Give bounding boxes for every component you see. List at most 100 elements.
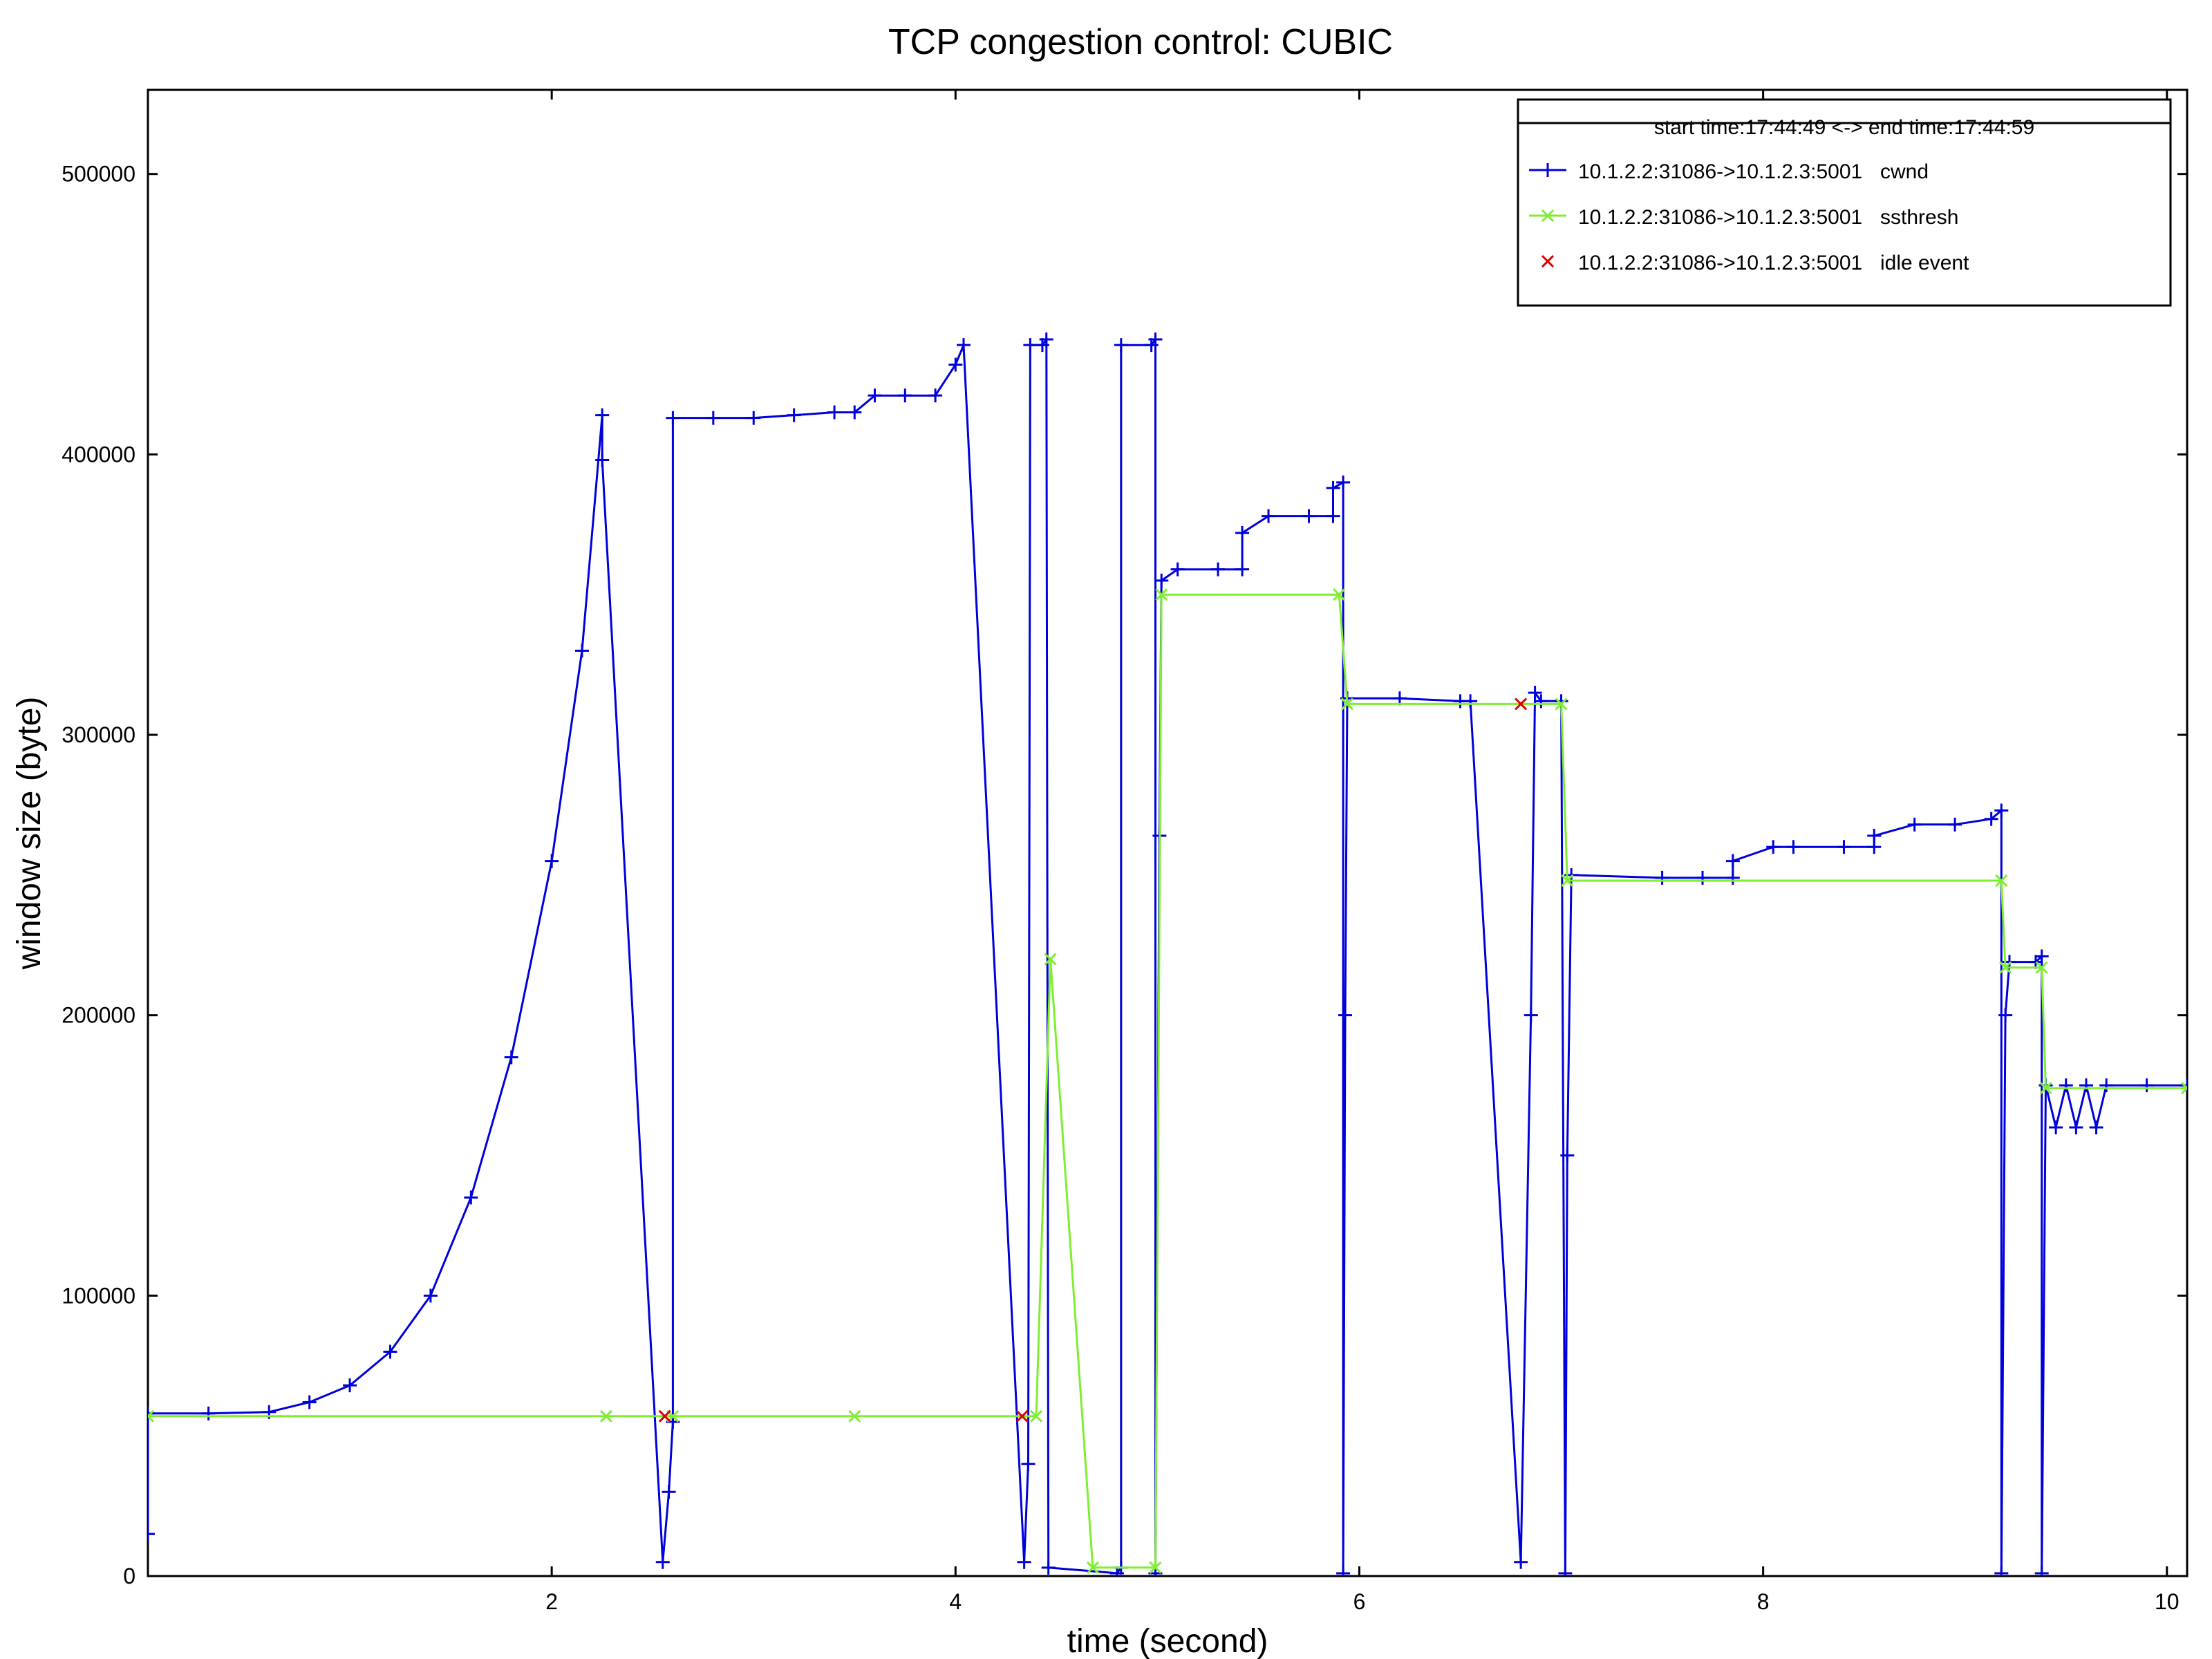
point-cwnd (1148, 332, 1163, 347)
point-cwnd (574, 644, 589, 658)
y-tick-label: 300000 (62, 722, 135, 747)
point-cwnd (1998, 1008, 2013, 1022)
legend-entry-idle-event: 10.1.2.2:31086->10.1.2.3:5001 idle event (1541, 252, 1969, 274)
point-cwnd (343, 1378, 357, 1393)
legend-label-ssthresh: ssthresh (1880, 206, 1958, 229)
x-tick-label: 4 (949, 1589, 962, 1614)
point-ssthresh (2039, 1082, 2052, 1095)
point-cwnd (2059, 1078, 2073, 1093)
point-cwnd (827, 405, 842, 420)
legend-entries: 10.1.2.2:31086->10.1.2.3:5001 cwnd 10.1.… (1529, 160, 1969, 274)
point-ssthresh (848, 1409, 861, 1423)
point-cwnd (1235, 562, 1250, 577)
point-ssthresh (1340, 697, 1354, 711)
point-cwnd (1302, 509, 1316, 523)
point-cwnd (948, 357, 963, 372)
point-cwnd (1786, 840, 1801, 854)
point-cwnd (1994, 1566, 2009, 1576)
point-cwnd (1696, 870, 1710, 885)
point-cwnd (2049, 1120, 2063, 1134)
legend-entry-ssthresh: 10.1.2.2:31086->10.1.2.3:5001 ssthresh (1529, 206, 1958, 229)
point-cwnd (148, 1406, 155, 1421)
point-cwnd (1211, 562, 1226, 577)
x-marker-icon (1541, 254, 1555, 268)
legend-box (1517, 98, 2172, 307)
point-cwnd (545, 854, 559, 868)
x-axis: 2 4 6 8 10 (545, 90, 2180, 1614)
point-cwnd (1326, 481, 1340, 496)
y-tick-label: 100000 (62, 1283, 135, 1308)
point-cwnd (655, 1555, 670, 1569)
point-cwnd (1235, 525, 1250, 540)
point-cwnd (1021, 1456, 1035, 1471)
point-ssthresh (1333, 588, 1346, 601)
point-cwnd (1154, 573, 1169, 588)
plot-frame (147, 88, 2188, 1577)
point-cwnd (787, 408, 801, 422)
point-ssthresh (1555, 697, 1568, 711)
legend-label-idle-event: idle event (1880, 252, 1969, 274)
y-tick-label: 400000 (62, 442, 135, 467)
point-cwnd (847, 405, 862, 420)
point-ssthresh (1999, 961, 2012, 974)
point-ssthresh (1044, 953, 1057, 966)
point-cwnd (423, 1288, 438, 1303)
chart-title: TCP congestion control: CUBIC (888, 22, 1393, 62)
point-ssthresh (1995, 874, 2008, 888)
x-tick-label: 10 (2155, 1589, 2180, 1614)
point-cwnd (666, 411, 680, 425)
plus-marker-icon (1541, 163, 1555, 177)
point-cwnd (595, 408, 610, 422)
legend: start time:17:44:49 <-> end time:17:44:5… (1517, 98, 2172, 307)
point-cwnd (2089, 1120, 2103, 1134)
y-tick-label: 500000 (62, 162, 135, 187)
point-ssthresh (1030, 1409, 1043, 1423)
point-cwnd (1039, 332, 1053, 347)
plot-series (148, 332, 2187, 1576)
point-cwnd (868, 388, 882, 403)
legend-header: start time:17:44:49 <-> end time:17:44:5… (1654, 116, 2034, 139)
point-cwnd (1984, 812, 1998, 826)
point-ssthresh (1086, 1561, 1099, 1574)
legend-flow-ssthresh: 10.1.2.2:31086->10.1.2.3:5001 (1578, 206, 1862, 229)
point-cwnd (1528, 686, 1542, 700)
point-cwnd (1170, 562, 1185, 577)
x-tick-label: 2 (545, 1589, 558, 1614)
point-idle-event (658, 1409, 671, 1423)
point-cwnd (1338, 1008, 1353, 1022)
point-cwnd (1514, 1555, 1528, 1569)
legend-flow-cwnd: 10.1.2.2:31086->10.1.2.3:5001 (1578, 160, 1862, 183)
point-cwnd (464, 1190, 478, 1205)
point-ssthresh (1155, 588, 1168, 601)
point-cwnd (504, 1050, 518, 1065)
point-cwnd (928, 388, 943, 403)
point-cwnd (383, 1344, 397, 1359)
line-ssthresh (148, 593, 2187, 1569)
point-cwnd (1907, 817, 1922, 832)
y-tick-label: 200000 (62, 1003, 135, 1028)
point-cwnd (662, 1485, 676, 1499)
point-cwnd (957, 338, 971, 353)
point-cwnd (148, 1527, 155, 1541)
point-cwnd (1867, 829, 1882, 843)
point-ssthresh (2035, 961, 2048, 974)
point-cwnd (1560, 1148, 1575, 1163)
point-cwnd (747, 411, 761, 425)
point-cwnd (2034, 1566, 2049, 1576)
point-cwnd (1114, 338, 1128, 353)
y-tick-label: 0 (123, 1564, 135, 1588)
y-axis: 0 100000 200000 300000 400000 500000 (62, 162, 2187, 1588)
point-cwnd (1326, 509, 1340, 523)
point-cwnd (2069, 1120, 2083, 1134)
point-cwnd (2099, 1078, 2114, 1093)
legend-flow-idle-event: 10.1.2.2:31086->10.1.2.3:5001 (1578, 252, 1862, 274)
point-cwnd (706, 411, 720, 425)
point-ssthresh (599, 1409, 613, 1423)
point-cwnd (595, 453, 610, 467)
point-cwnd (1336, 475, 1351, 489)
point-cwnd (1948, 817, 1962, 832)
point-cwnd (2180, 1078, 2187, 1093)
point-cwnd (1534, 694, 1548, 709)
point-idle-event (1015, 1409, 1029, 1423)
